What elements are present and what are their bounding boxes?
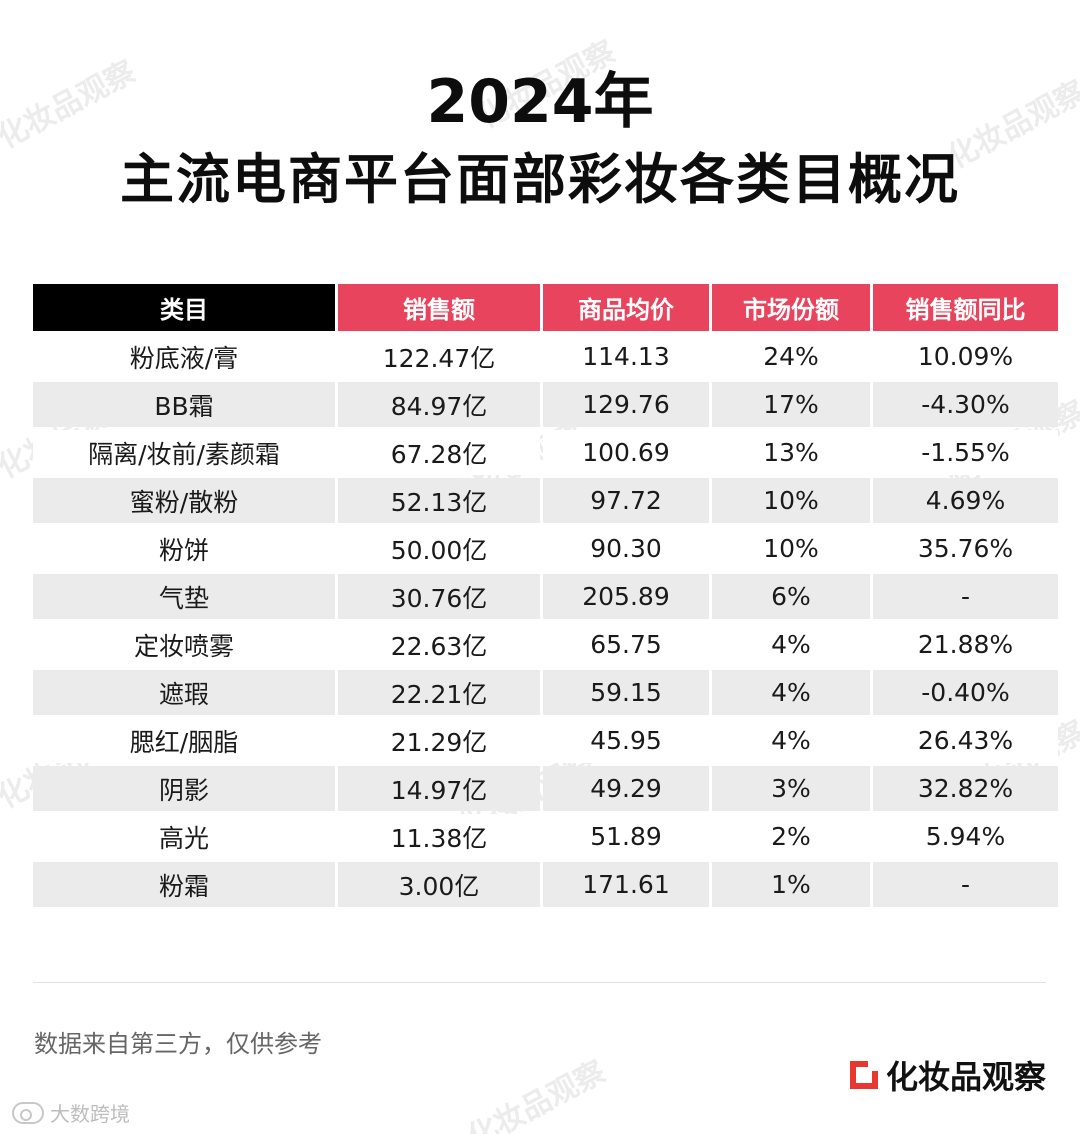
cell-sales-yoy: 21.88%: [873, 622, 1058, 667]
table-row: 定妆喷雾 22.63亿 65.75 4% 21.88%: [33, 622, 1058, 667]
cell-market-share: 4%: [712, 670, 870, 715]
cell-sales: 84.97亿: [338, 382, 540, 427]
cell-sales-yoy: 35.76%: [873, 526, 1058, 571]
cell-sales: 67.28亿: [338, 430, 540, 475]
cell-market-share: 24%: [712, 334, 870, 379]
cell-market-share: 4%: [712, 622, 870, 667]
cell-category: 隔离/妆前/素颜霜: [33, 430, 335, 475]
cell-sales: 122.47亿: [338, 334, 540, 379]
source-name: 大数跨境: [50, 1102, 130, 1126]
cell-sales-yoy: -0.40%: [873, 670, 1058, 715]
header-sales: 销售额: [338, 284, 540, 331]
cell-avg-price: 65.75: [543, 622, 709, 667]
page-title-year: 2024年: [426, 67, 654, 137]
table-row: 阴影 14.97亿 49.29 3% 32.82%: [33, 766, 1058, 811]
table-row: 隔离/妆前/素颜霜 67.28亿 100.69 13% -1.55%: [33, 430, 1058, 475]
cell-avg-price: 90.30: [543, 526, 709, 571]
cell-sales-yoy: -4.30%: [873, 382, 1058, 427]
cell-avg-price: 59.15: [543, 670, 709, 715]
cell-sales-yoy: -: [873, 574, 1058, 619]
cell-avg-price: 49.29: [543, 766, 709, 811]
header-category: 类目: [33, 284, 335, 331]
watermark: 化妆品观察: [462, 1054, 612, 1134]
cell-market-share: 6%: [712, 574, 870, 619]
cell-avg-price: 45.95: [543, 718, 709, 763]
cell-avg-price: 51.89: [543, 814, 709, 859]
cell-market-share: 10%: [712, 526, 870, 571]
table-header-row: 类目 销售额 商品均价 市场份额 销售额同比: [33, 284, 1058, 331]
cell-sales-yoy: 26.43%: [873, 718, 1058, 763]
divider: [33, 982, 1046, 983]
cell-category: 粉底液/膏: [33, 334, 335, 379]
cell-category: 粉饼: [33, 526, 335, 571]
cell-sales: 30.76亿: [338, 574, 540, 619]
cell-avg-price: 129.76: [543, 382, 709, 427]
cell-category: 遮瑕: [33, 670, 335, 715]
footnote: 数据来自第三方，仅供参考: [34, 1030, 322, 1058]
wechat-account-icon: [12, 1101, 44, 1124]
cell-sales: 3.00亿: [338, 862, 540, 907]
cell-sales-yoy: -: [873, 862, 1058, 907]
cell-sales-yoy: -1.55%: [873, 430, 1058, 475]
cell-market-share: 10%: [712, 478, 870, 523]
source-attribution: 大数跨境: [12, 1098, 130, 1127]
cell-category: 蜜粉/散粉: [33, 478, 335, 523]
cell-market-share: 4%: [712, 718, 870, 763]
cell-sales-yoy: 10.09%: [873, 334, 1058, 379]
cell-avg-price: 97.72: [543, 478, 709, 523]
cell-avg-price: 205.89: [543, 574, 709, 619]
cell-market-share: 13%: [712, 430, 870, 475]
cell-sales: 50.00亿: [338, 526, 540, 571]
table-row: 遮瑕 22.21亿 59.15 4% -0.40%: [33, 670, 1058, 715]
cell-category: 腮红/胭脂: [33, 718, 335, 763]
cell-category: 气垫: [33, 574, 335, 619]
table-row: 腮红/胭脂 21.29亿 45.95 4% 26.43%: [33, 718, 1058, 763]
cell-sales-yoy: 5.94%: [873, 814, 1058, 859]
brand-name: 化妆品观察: [885, 1058, 1046, 1096]
header-sales-yoy: 销售额同比: [873, 284, 1058, 331]
table-row: 粉底液/膏 122.47亿 114.13 24% 10.09%: [33, 334, 1058, 379]
cell-market-share: 3%: [712, 766, 870, 811]
header-market-share: 市场份额: [712, 284, 870, 331]
cell-category: 粉霜: [33, 862, 335, 907]
brand: 化妆品观察: [849, 1052, 1046, 1098]
cell-sales-yoy: 4.69%: [873, 478, 1058, 523]
cell-category: 阴影: [33, 766, 335, 811]
table-row: 气垫 30.76亿 205.89 6% -: [33, 574, 1058, 619]
cell-avg-price: 100.69: [543, 430, 709, 475]
table-row: BB霜 84.97亿 129.76 17% -4.30%: [33, 382, 1058, 427]
page-title: 主流电商平台面部彩妆各类目概况: [120, 148, 960, 211]
cell-market-share: 2%: [712, 814, 870, 859]
cell-sales: 14.97亿: [338, 766, 540, 811]
category-table: 类目 销售额 商品均价 市场份额 销售额同比 粉底液/膏 122.47亿 114.1…: [30, 281, 1061, 910]
cell-sales: 21.29亿: [338, 718, 540, 763]
cell-category: 高光: [33, 814, 335, 859]
cell-avg-price: 114.13: [543, 334, 709, 379]
cell-market-share: 1%: [712, 862, 870, 907]
header-avg-price: 商品均价: [543, 284, 709, 331]
cell-category: BB霜: [33, 382, 335, 427]
table-row: 粉饼 50.00亿 90.30 10% 35.76%: [33, 526, 1058, 571]
brand-logo-icon: [849, 1061, 878, 1089]
table-row: 高光 11.38亿 51.89 2% 5.94%: [33, 814, 1058, 859]
cell-sales-yoy: 32.82%: [873, 766, 1058, 811]
table-row: 蜜粉/散粉 52.13亿 97.72 10% 4.69%: [33, 478, 1058, 523]
cell-sales: 52.13亿: [338, 478, 540, 523]
cell-sales: 22.63亿: [338, 622, 540, 667]
cell-sales: 22.21亿: [338, 670, 540, 715]
cell-avg-price: 171.61: [543, 862, 709, 907]
cell-market-share: 17%: [712, 382, 870, 427]
cell-sales: 11.38亿: [338, 814, 540, 859]
cell-category: 定妆喷雾: [33, 622, 335, 667]
table-row: 粉霜 3.00亿 171.61 1% -: [33, 862, 1058, 907]
